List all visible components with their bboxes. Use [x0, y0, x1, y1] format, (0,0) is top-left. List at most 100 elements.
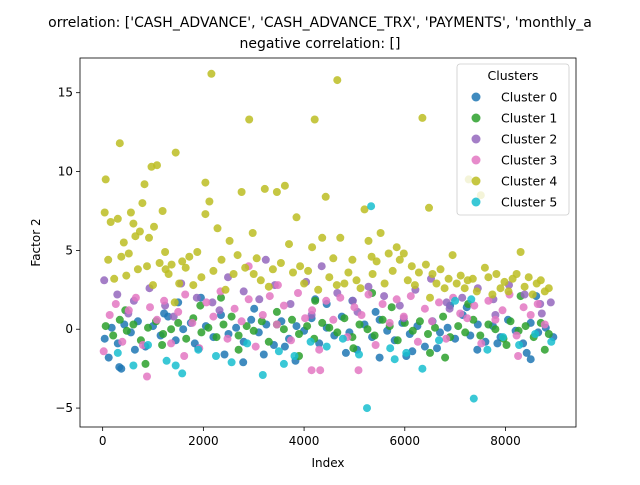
data-point: [265, 292, 274, 301]
data-point: [364, 236, 373, 245]
data-point: [149, 281, 157, 290]
data-point: [310, 115, 319, 124]
y-tick-label: 10: [58, 165, 73, 179]
data-point: [540, 345, 549, 354]
data-point: [454, 322, 463, 331]
data-point: [248, 229, 257, 237]
data-point: [215, 306, 224, 315]
data-point: [141, 359, 150, 368]
data-point: [229, 270, 238, 278]
data-point: [197, 328, 206, 337]
legend-marker: [471, 113, 481, 123]
data-point: [515, 341, 524, 349]
data-point: [344, 268, 353, 277]
data-point: [158, 341, 167, 349]
data-point: [182, 334, 191, 343]
data-point: [109, 331, 118, 340]
data-point: [272, 307, 281, 316]
data-point: [208, 298, 217, 307]
data-point: [243, 339, 252, 348]
data-point: [129, 219, 138, 228]
data-point: [212, 333, 221, 342]
data-point: [279, 301, 288, 310]
legend-label: Cluster 4: [501, 174, 557, 189]
data-point: [303, 322, 312, 331]
data-point: [531, 330, 540, 338]
data-point: [522, 348, 531, 357]
data-point: [133, 265, 142, 274]
data-point: [242, 322, 251, 331]
data-point: [451, 296, 460, 305]
data-point: [292, 213, 301, 222]
data-point: [370, 331, 379, 340]
data-point: [363, 404, 371, 413]
data-point: [279, 359, 288, 368]
data-point: [185, 252, 194, 261]
series-cluster-5: [113, 202, 556, 413]
data-point: [357, 311, 366, 319]
chart-title-line2: negative correlation: []: [240, 36, 401, 52]
data-point: [140, 180, 149, 189]
data-point: [403, 276, 412, 285]
data-point: [118, 337, 127, 346]
data-point: [268, 265, 277, 274]
data-point: [476, 331, 485, 340]
data-point: [227, 358, 236, 367]
data-point: [458, 293, 467, 302]
data-point: [280, 181, 289, 190]
data-point: [528, 290, 537, 299]
data-point: [472, 287, 481, 296]
data-point: [461, 328, 470, 337]
data-point: [318, 233, 327, 242]
data-point: [520, 290, 529, 299]
x-tick-label: 8000: [490, 434, 521, 448]
data-point: [360, 205, 369, 214]
data-point: [348, 296, 357, 305]
data-point: [418, 364, 427, 373]
data-point: [264, 282, 273, 291]
data-point: [274, 347, 283, 356]
data-point: [258, 311, 267, 319]
x-tick-label: 0: [99, 434, 107, 448]
data-point: [408, 326, 417, 335]
data-point: [178, 369, 187, 378]
data-point: [207, 69, 216, 78]
data-point: [317, 262, 326, 271]
data-point: [230, 304, 239, 313]
data-point: [333, 328, 342, 337]
data-point: [350, 303, 359, 312]
data-point: [456, 271, 465, 280]
data-point: [537, 309, 546, 318]
data-point: [426, 293, 434, 302]
data-point: [325, 323, 334, 332]
data-point: [463, 276, 472, 285]
data-point: [493, 339, 502, 348]
data-point: [440, 284, 449, 293]
data-point: [150, 222, 158, 231]
legend-label: Cluster 3: [501, 153, 557, 168]
data-point: [146, 303, 154, 312]
data-point: [349, 344, 358, 353]
data-point: [237, 317, 246, 326]
data-point: [333, 76, 342, 85]
data-point: [322, 342, 331, 351]
data-point: [354, 366, 363, 375]
data-point: [316, 366, 325, 375]
data-point: [245, 115, 254, 124]
data-point: [117, 252, 126, 261]
data-point: [279, 325, 288, 334]
data-point: [340, 279, 349, 288]
data-point: [308, 306, 317, 315]
data-point: [257, 317, 266, 326]
data-point: [415, 317, 424, 326]
data-point: [463, 314, 472, 323]
data-point: [498, 306, 507, 315]
data-point: [521, 322, 530, 331]
data-point: [516, 248, 525, 256]
data-point: [387, 303, 396, 312]
data-point: [520, 282, 529, 291]
data-point: [484, 296, 493, 305]
data-point: [158, 207, 167, 215]
y-tick-label: 0: [65, 322, 73, 336]
data-point: [307, 366, 316, 375]
